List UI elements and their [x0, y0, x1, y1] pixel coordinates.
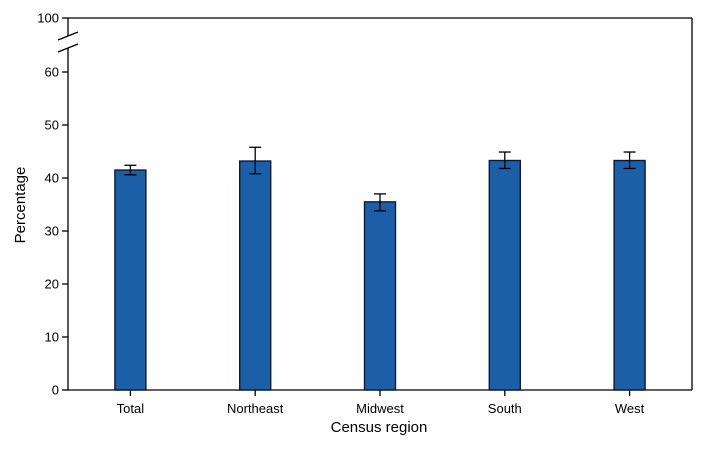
y-tick-label-60: 60 — [45, 65, 59, 80]
x-tick-label-northeast: Northeast — [227, 401, 284, 416]
axis-break-mark-lower — [57, 43, 79, 53]
y-tick-label-40: 40 — [45, 171, 59, 186]
x-tick-label-south: South — [488, 401, 522, 416]
x-axis-title: Census region — [331, 419, 428, 436]
y-axis-title: Percentage — [12, 167, 29, 244]
error-bars — [124, 146, 636, 212]
x-tick-label-midwest: Midwest — [356, 401, 404, 416]
bar-midwest — [363, 201, 397, 391]
y-axis: 0 10 20 30 40 50 60 100 — [37, 11, 79, 398]
y-tick-label-10: 10 — [45, 330, 59, 345]
axis-break-mark-upper — [57, 31, 79, 41]
bar-south — [488, 159, 521, 391]
y-tick-label-0: 0 — [52, 383, 59, 398]
bars — [114, 159, 646, 391]
y-tick-label-20: 20 — [45, 277, 59, 292]
x-axis: Total Northeast Midwest South West — [117, 390, 645, 416]
x-tick-label-total: Total — [117, 401, 145, 416]
bar-west — [613, 159, 646, 391]
y-tick-label-50: 50 — [45, 118, 59, 133]
bar-northeast — [238, 160, 272, 391]
bar-total — [114, 169, 147, 391]
y-tick-label-30: 30 — [45, 224, 59, 239]
x-tick-label-west: West — [615, 401, 645, 416]
y-tick-label-100: 100 — [37, 11, 59, 26]
